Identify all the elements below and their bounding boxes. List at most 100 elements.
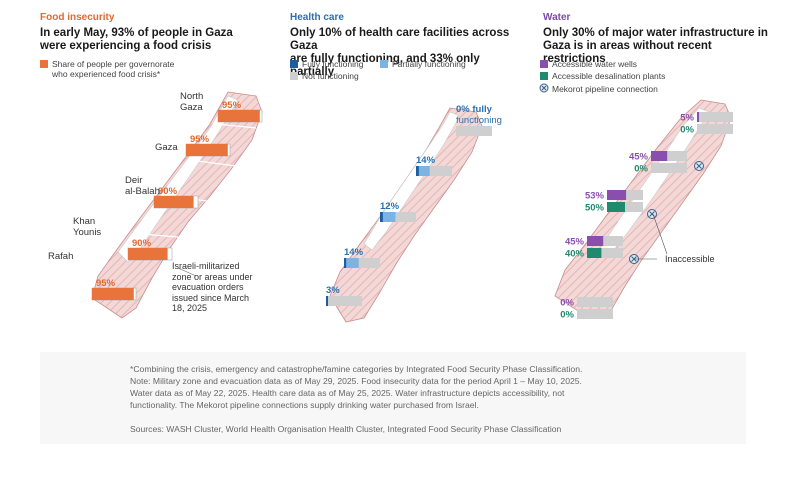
governorate-name: Rafah bbox=[48, 251, 73, 262]
food-bar-fill bbox=[128, 248, 168, 260]
water-bar-value: 53% bbox=[585, 191, 605, 202]
health-bar-track bbox=[416, 166, 452, 176]
water-bar-fill bbox=[607, 190, 627, 200]
zone-note-line-3: evacuation orders bbox=[172, 282, 244, 292]
health-bar-full bbox=[344, 258, 347, 268]
legend-desal-swatch bbox=[540, 72, 548, 80]
governorate-name: Younis bbox=[73, 227, 101, 238]
food-headline-line-2: were experiencing a food crisis bbox=[40, 40, 212, 52]
water-bar-track bbox=[697, 112, 733, 122]
health-bar-partial bbox=[344, 258, 359, 268]
health-bar-value: 14% bbox=[344, 247, 364, 258]
footnote-line-4: functionality. The Mekorot pipeline conn… bbox=[130, 400, 479, 410]
legend-desal-label: Accessible desalination plants bbox=[552, 71, 666, 81]
water-bar-value: 0% bbox=[680, 125, 694, 136]
zone-note-line-5: 18, 2025 bbox=[172, 303, 208, 313]
food-insecurity-panel: Food insecurity In early May, 93% of peo… bbox=[30, 0, 275, 350]
pipeline-icons bbox=[629, 161, 704, 264]
food-legend-line-2: who experienced food crisis* bbox=[52, 69, 161, 79]
health-bar-full bbox=[416, 166, 419, 176]
food-bar-fill bbox=[186, 144, 228, 156]
food-bars: 95% 95% 90% 90% 95% bbox=[91, 100, 263, 301]
food-legend-line-1: Share of people per governorate bbox=[52, 59, 175, 69]
legend-pipe-label: Mekorot pipeline connection bbox=[552, 84, 658, 94]
health-bar-value: 3% bbox=[326, 285, 340, 296]
food-legend-label: Share of people per governorate who expe… bbox=[52, 59, 174, 79]
food-bar-fill bbox=[218, 110, 260, 122]
health-bar-value: 12% bbox=[380, 201, 400, 212]
food-headline: In early May, 93% of people in Gaza were… bbox=[40, 27, 272, 53]
zone-note: Israeli-militarized zone or areas under … bbox=[172, 261, 253, 314]
water-panel: Water Only 30% of major water infrastruc… bbox=[533, 0, 773, 350]
health-bars bbox=[326, 126, 492, 306]
water-bar-value: 40% bbox=[565, 249, 585, 260]
water-bar-fill bbox=[697, 112, 699, 122]
legend-none-label: Not functioning bbox=[302, 71, 359, 81]
health-bar-track bbox=[326, 296, 362, 306]
health-bar-value: 0% fully bbox=[456, 104, 493, 115]
food-map: 95%95%90%90%95% NorthGazaGazaDeiral-Bala… bbox=[48, 91, 263, 319]
water-section-title: Water bbox=[543, 12, 571, 23]
water-bar-track bbox=[577, 309, 613, 319]
mekorot-pipeline-icon bbox=[694, 161, 704, 171]
water-bar-track bbox=[587, 236, 623, 246]
health-section-title: Health care bbox=[290, 12, 344, 23]
water-bar-value: 0% bbox=[560, 298, 574, 309]
mekorot-legend-icon bbox=[539, 83, 549, 93]
legend-wells-label: Accessible water wells bbox=[552, 59, 638, 69]
water-bar-fill bbox=[587, 236, 604, 246]
water-bar-track bbox=[577, 297, 613, 307]
food-headline-line-1: In early May, 93% of people in Gaza bbox=[40, 27, 233, 39]
legend-partial-label: Partially functioning bbox=[392, 59, 466, 69]
health-bar-value: 14% bbox=[416, 155, 436, 166]
health-care-panel: Health care Only 10% of health care faci… bbox=[280, 0, 532, 350]
zone-note-line-4: issued since March bbox=[172, 292, 250, 303]
governorate-name: North bbox=[180, 91, 203, 102]
water-bar-track bbox=[651, 151, 687, 161]
health-bar-partial bbox=[380, 212, 396, 222]
zone-note-line-1: Israeli-militarized bbox=[172, 261, 240, 271]
food-bar-value: 95% bbox=[222, 100, 242, 111]
water-headline: Only 30% of major water infrastructure i… bbox=[543, 27, 775, 66]
water-bar-value: 0% bbox=[560, 310, 574, 321]
governorate-name: Gaza bbox=[180, 102, 203, 113]
water-bar-track bbox=[697, 124, 733, 134]
health-headline-line-1: Only 10% of health care facilities acros… bbox=[290, 27, 510, 52]
legend-full-swatch bbox=[290, 60, 298, 68]
water-headline-line-1: Only 30% of major water infrastructure i… bbox=[543, 27, 768, 39]
health-headline-line-2: are fully functioning, and 33% only part… bbox=[290, 53, 480, 78]
legend-none-swatch bbox=[290, 72, 298, 80]
legend-full-label: Fully functioning bbox=[302, 59, 364, 69]
water-bar-value: 50% bbox=[585, 203, 605, 214]
health-bar-full bbox=[380, 212, 383, 222]
food-bar-value: 95% bbox=[190, 134, 210, 145]
mekorot-pipeline-icon bbox=[647, 209, 657, 219]
water-bar-value: 0% bbox=[634, 164, 648, 175]
legend-wells-swatch bbox=[540, 60, 548, 68]
water-bar-track bbox=[587, 248, 623, 258]
food-section-title: Food insecurity bbox=[40, 12, 115, 23]
food-bar-fill bbox=[154, 196, 194, 208]
water-bar-labels: 5%0%45%0%53%50%45%40%0%0% bbox=[560, 113, 694, 321]
water-bar-fill bbox=[587, 248, 602, 258]
water-bar-value: 5% bbox=[680, 113, 694, 124]
footnote-line-2: Note: Military zone and evacuation data … bbox=[130, 376, 582, 386]
health-bar-track bbox=[344, 258, 380, 268]
health-bar-partial bbox=[416, 166, 430, 176]
food-bar-fill bbox=[92, 288, 134, 300]
inaccessible-label: Inaccessible bbox=[665, 254, 715, 264]
health-bar-full bbox=[326, 296, 328, 306]
water-bars bbox=[577, 112, 733, 319]
food-bar-value: 95% bbox=[96, 278, 116, 289]
water-headline-line-2: Gaza is in areas without recent restrict… bbox=[543, 40, 712, 65]
governorate-name: Khan bbox=[73, 216, 95, 227]
health-bar-track bbox=[456, 126, 492, 136]
health-bar-value-sub: functioning bbox=[456, 115, 502, 126]
food-bar-value: 90% bbox=[132, 238, 152, 249]
water-bar-track bbox=[651, 163, 687, 173]
footnote-line-1: *Combining the crisis, emergency and cat… bbox=[130, 364, 583, 374]
zone-note-line-2: zone or areas under bbox=[172, 271, 253, 282]
